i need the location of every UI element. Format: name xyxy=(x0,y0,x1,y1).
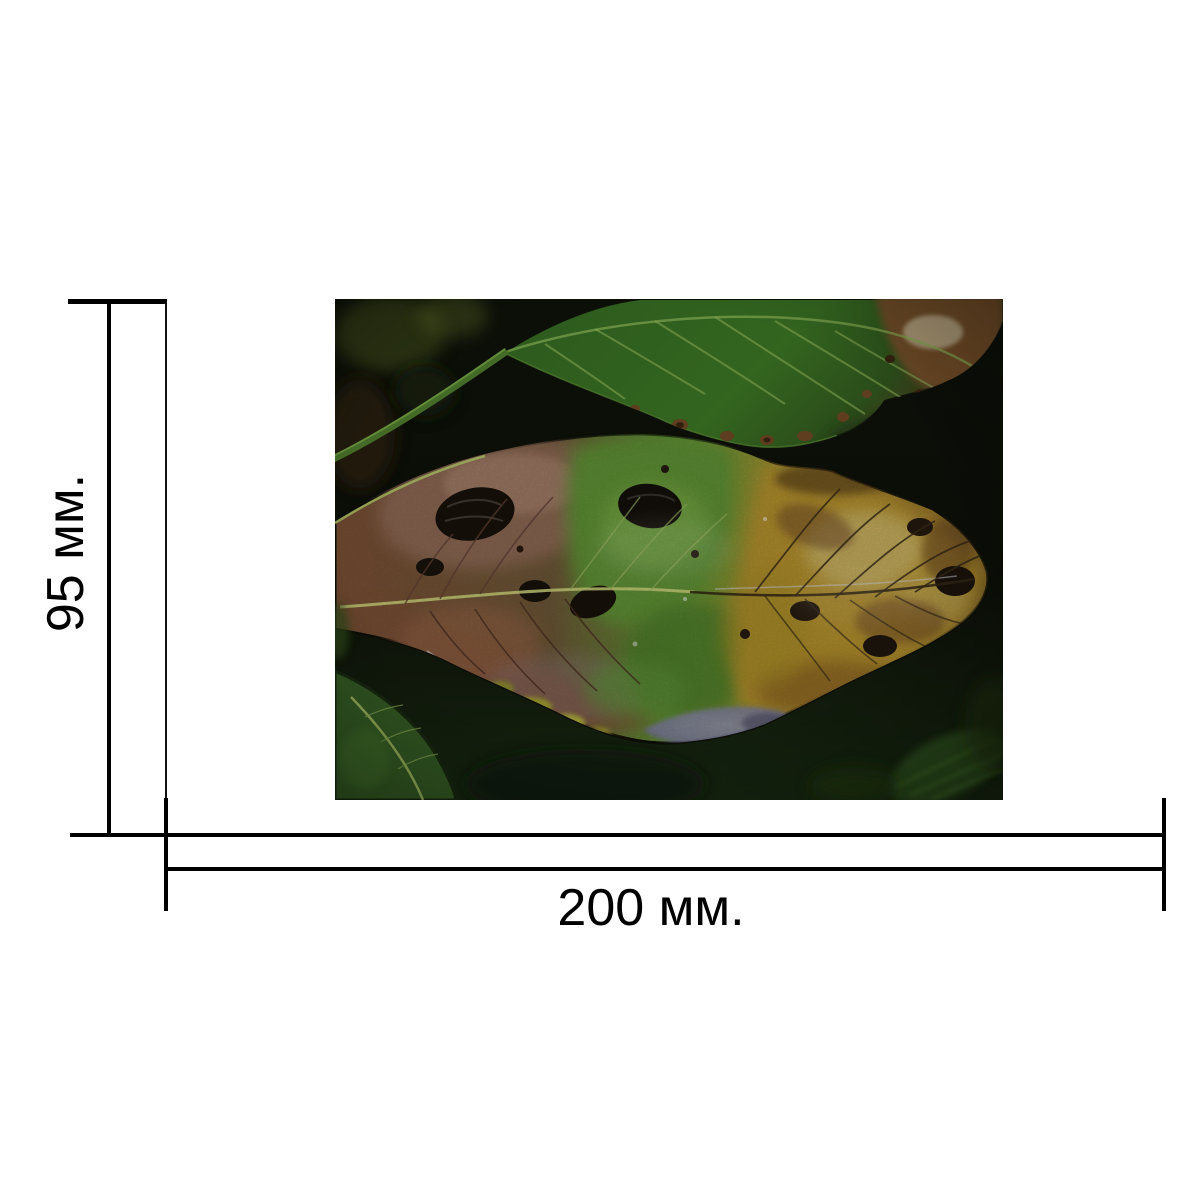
height-dimension-line xyxy=(107,299,111,837)
height-extension-line xyxy=(165,304,167,798)
left-end-cap xyxy=(164,798,168,911)
right-end-cap xyxy=(1162,798,1166,911)
width-dimension-line xyxy=(166,867,1165,871)
height-dimension-label: 95 мм. xyxy=(37,473,95,633)
leaf-photo-illustration xyxy=(335,299,1003,800)
photo-vignette xyxy=(335,299,1003,800)
top-end-cap xyxy=(68,299,167,304)
bottom-extension-line xyxy=(70,833,1166,837)
product-photo xyxy=(335,299,1003,800)
width-dimension-label: 200 мм. xyxy=(557,879,745,937)
